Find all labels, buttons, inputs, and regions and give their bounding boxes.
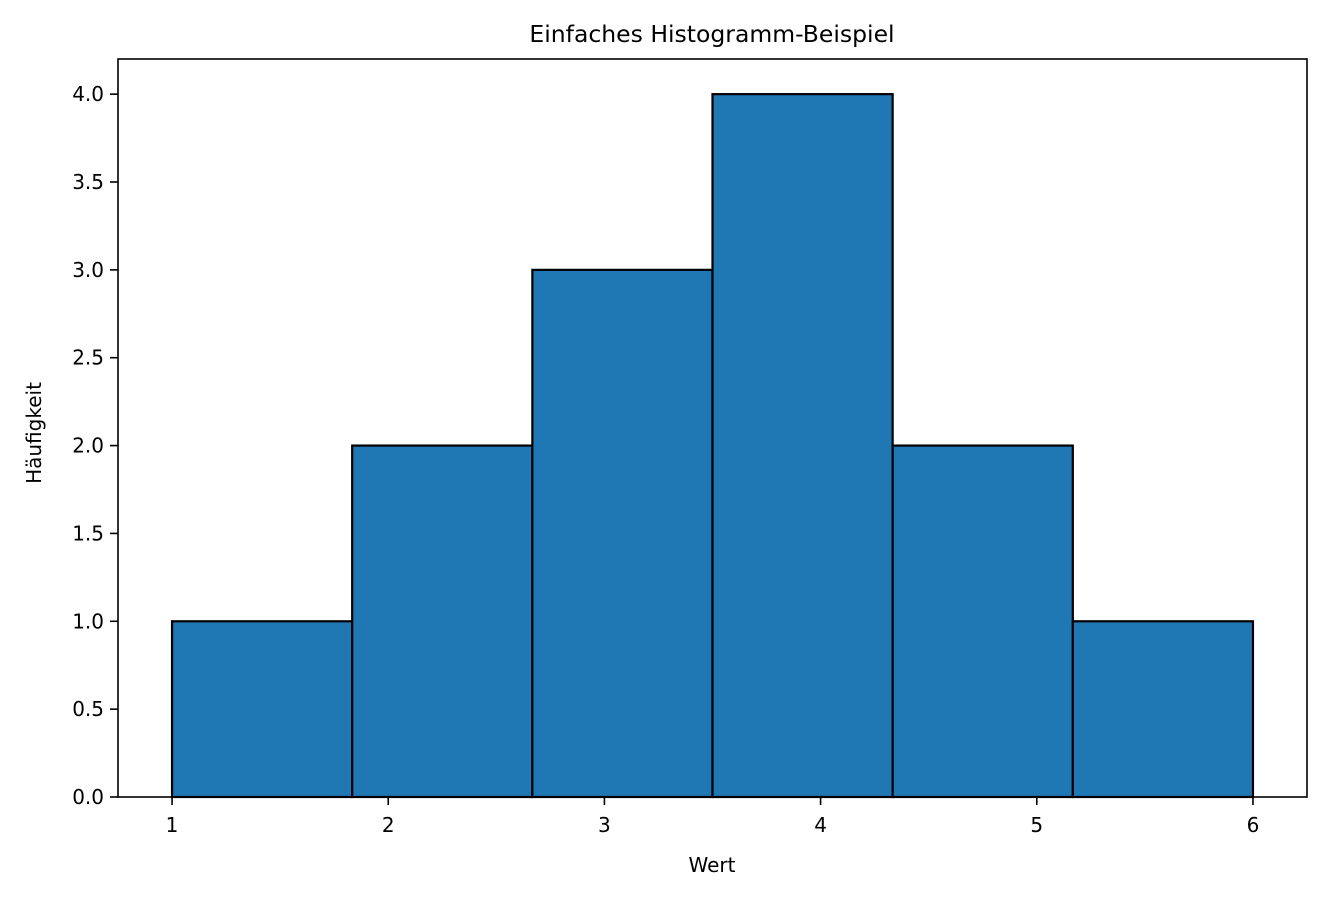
x-tick-label: 2 <box>382 813 395 837</box>
histogram-bar-2 <box>351 444 534 799</box>
x-tick-label: 5 <box>1030 813 1043 837</box>
x-tick-label: 3 <box>598 813 611 837</box>
y-tick-label: 3.0 <box>72 258 104 282</box>
y-tick-label: 2.0 <box>72 434 104 458</box>
y-tick-label: 0.0 <box>72 785 104 809</box>
y-tick-label: 1.5 <box>72 521 104 545</box>
x-tick-label: 1 <box>166 813 179 837</box>
y-tick-label: 4.0 <box>72 82 104 106</box>
y-axis-ticks: 0.0 0.5 1.0 1.5 2.0 2.5 3.0 3.5 4.0 <box>72 82 118 809</box>
bars-group <box>170 93 1255 799</box>
histogram-bar-1 <box>170 620 354 799</box>
chart-title: Einfaches Histogramm-Beispiel <box>529 20 894 48</box>
histogram-bar-4 <box>711 93 894 799</box>
histogram-bar-6 <box>1071 620 1255 799</box>
x-tick-label: 6 <box>1247 813 1260 837</box>
x-tick-label: 4 <box>814 813 827 837</box>
y-tick-label: 0.5 <box>72 697 104 721</box>
histogram-bar-5 <box>891 444 1074 799</box>
x-axis-ticks: 1 2 3 4 5 6 <box>166 797 1260 837</box>
y-axis-label: Häufigkeit <box>22 382 46 484</box>
y-tick-label: 2.5 <box>72 346 104 370</box>
plot-frame <box>117 58 1308 798</box>
x-axis-label: Wert <box>689 853 736 877</box>
y-tick-label: 3.5 <box>72 170 104 194</box>
y-tick-label: 1.0 <box>72 609 104 633</box>
histogram-bar-3 <box>531 268 714 799</box>
